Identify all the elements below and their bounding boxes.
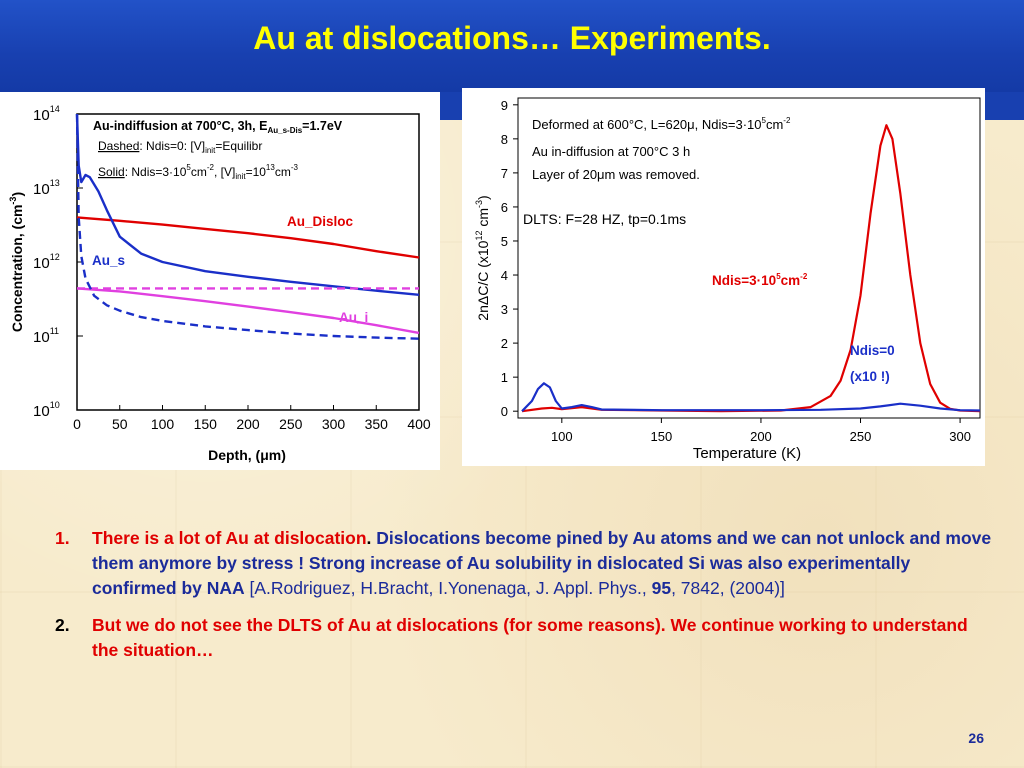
label-au-i: Au_i xyxy=(339,310,368,325)
y-tick-label: 3 xyxy=(501,302,508,317)
y-tick-label: 2 xyxy=(501,336,508,351)
y-tick-label: 5 xyxy=(501,234,508,249)
annotation-main: Au-indiffusion at 700°C, 3h, EAu_s-Dis=1… xyxy=(93,119,343,135)
x-tick-label: 400 xyxy=(407,416,431,432)
label-ndis0: Ndis=0 xyxy=(850,343,895,358)
note-item-1: 1. There is a lot of Au at dislocation. … xyxy=(55,526,995,601)
series-line-1 xyxy=(75,113,420,296)
note-item-2: 2. But we do not see the DLTS of Au at d… xyxy=(55,613,995,663)
series-line-0 xyxy=(76,216,420,259)
x-axis-label: Temperature (K) xyxy=(693,445,801,462)
label-au-disloc: Au_Disloc xyxy=(287,214,354,229)
note-1-ref: [A.Rodriguez, H.Bracht, I.Yonenaga, J. A… xyxy=(244,578,652,598)
x-tick-label: 300 xyxy=(322,416,346,432)
annotation-deformed: Deformed at 600°C, L=620μ, Ndis=3·105cm-… xyxy=(532,116,791,132)
y-tick-label: 1011 xyxy=(33,326,59,346)
series-lines xyxy=(521,124,981,413)
y-tick-label: 1013 xyxy=(33,178,60,198)
note-1-highlight: There is a lot of Au at dislocation xyxy=(92,528,367,548)
notes-list: 1. There is a lot of Au at dislocation. … xyxy=(55,526,995,675)
y-tick-label: 1012 xyxy=(33,252,60,272)
series-line-4 xyxy=(75,113,420,340)
title-bar: Au at dislocations… Experiments. xyxy=(0,0,1024,92)
plot-frame xyxy=(517,97,981,419)
x-tick-label: 250 xyxy=(279,416,303,432)
x-tick-label: 100 xyxy=(151,416,175,432)
note-1-ref-end: , 7842, (2004)] xyxy=(671,578,785,598)
y-ticks: 0 1 2 3 4 5 6 7 8 9 xyxy=(501,98,518,419)
x-tick-label: 300 xyxy=(949,429,971,444)
y-tick-label: 1 xyxy=(501,370,508,385)
x-tick-label: 0 xyxy=(73,416,81,432)
depth-profile-chart: 0 50 100 150 200 250 300 350 400 1014 1013 1012 101… xyxy=(0,92,440,470)
y-axis-label: Concentration, (cm-3) xyxy=(8,192,25,332)
label-au-s: Au_s xyxy=(92,253,125,268)
note-number: 2. xyxy=(55,615,70,635)
y-tick-label: 8 xyxy=(501,132,508,147)
y-tick-label: 4 xyxy=(501,268,508,283)
note-2-text: But we do not see the DLTS of Au at disl… xyxy=(92,615,968,660)
series-line-0 xyxy=(521,124,981,413)
y-tick-label: 1010 xyxy=(33,400,60,420)
annotation-dlts: DLTS: F=28 HZ, tp=0.1ms xyxy=(523,211,686,227)
note-number: 1. xyxy=(55,528,70,548)
note-1-period: . xyxy=(366,528,372,548)
depth-profile-plot: 0 50 100 150 200 250 300 350 400 101410131012101… xyxy=(8,104,431,463)
series-line-1 xyxy=(521,382,981,412)
annotation-layer: Layer of 20μm was removed. xyxy=(532,167,700,182)
y-tick-label: 7 xyxy=(501,166,508,181)
y-axis-label: 2nΔC/C (x1012 cm-3) xyxy=(474,195,491,320)
dlts-chart: 100 150 200 250 300 0 1 2 3 4 5 6 7 8 9 Deformed at 6… xyxy=(462,88,985,466)
note-1-body: Dislocations become pined by Au atoms an… xyxy=(92,528,992,598)
plot-frame xyxy=(76,113,420,411)
y-ticks: 1014 1013 1012 1011 1010 xyxy=(33,104,83,420)
x-axis-label: Depth, (μm) xyxy=(208,447,286,463)
x-tick-label: 150 xyxy=(194,416,218,432)
note-1-ref-volume: 95 xyxy=(651,578,672,598)
x-tick-label: 350 xyxy=(365,416,389,432)
x-tick-label: 50 xyxy=(112,416,128,432)
x-ticks: 0 50 100 150 200 250 300 350 400 xyxy=(73,405,431,432)
series-line-2 xyxy=(76,287,420,335)
slide-title: Au at dislocations… Experiments. xyxy=(253,20,771,56)
annotation-dashed: Dashed: Ndis=0: [V]init=Equilibr xyxy=(98,139,262,155)
dlts-plot: 100 150 200 250 300 0 1 2 3 4 5 6 7 8 9 Deformed at 6… xyxy=(474,97,981,462)
annotation-indiffusion: Au in-diffusion at 700°C 3 h xyxy=(532,144,690,159)
label-ndis-deformed: Ndis=3·105cm-2 xyxy=(712,272,808,288)
y-tick-label: 0 xyxy=(501,404,508,419)
label-x10: (x10 !) xyxy=(850,369,890,384)
y-tick-label: 9 xyxy=(501,98,508,113)
x-tick-label: 150 xyxy=(651,429,673,444)
page-number: 26 xyxy=(968,730,984,746)
x-tick-label: 200 xyxy=(750,429,772,444)
x-ticks: 100 150 200 250 300 xyxy=(551,418,971,444)
y-tick-label: 1014 xyxy=(33,104,60,124)
x-tick-label: 200 xyxy=(236,416,260,432)
x-tick-label: 100 xyxy=(551,429,573,444)
annotation-solid: Solid: Ndis=3·105cm-2, [V]init=1013cm-3 xyxy=(98,163,298,181)
series-lines xyxy=(75,113,420,340)
y-tick-label: 6 xyxy=(501,200,508,215)
x-tick-label: 250 xyxy=(850,429,872,444)
